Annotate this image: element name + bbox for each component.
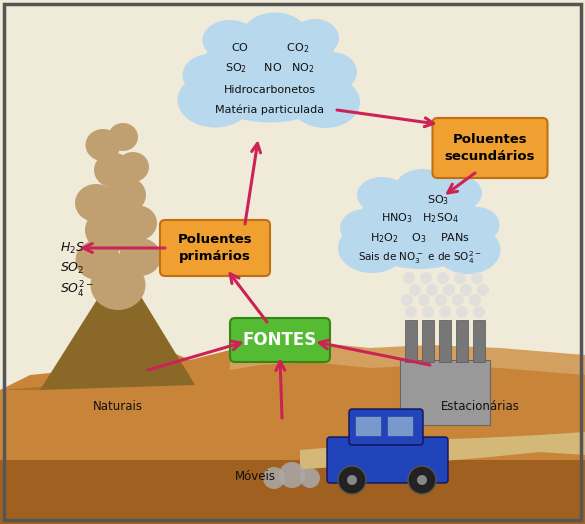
Ellipse shape	[205, 58, 335, 123]
Ellipse shape	[357, 177, 407, 213]
Ellipse shape	[117, 152, 149, 182]
Circle shape	[456, 306, 468, 318]
Ellipse shape	[75, 184, 117, 222]
Ellipse shape	[438, 176, 482, 210]
Bar	[439, 320, 451, 362]
FancyBboxPatch shape	[349, 409, 423, 445]
Ellipse shape	[75, 240, 121, 280]
Circle shape	[454, 272, 466, 284]
Ellipse shape	[106, 177, 146, 213]
Bar	[456, 320, 468, 362]
Ellipse shape	[455, 207, 500, 243]
FancyBboxPatch shape	[432, 118, 548, 178]
Circle shape	[437, 272, 449, 284]
Ellipse shape	[119, 205, 157, 241]
Polygon shape	[230, 342, 585, 375]
Ellipse shape	[85, 208, 135, 253]
Ellipse shape	[183, 54, 238, 96]
Circle shape	[460, 284, 472, 296]
Ellipse shape	[291, 19, 339, 57]
Circle shape	[409, 284, 421, 296]
Text: Poluentes
primários: Poluentes primários	[178, 233, 252, 263]
Text: SO$_3$: SO$_3$	[427, 193, 449, 207]
Ellipse shape	[177, 72, 253, 127]
Ellipse shape	[91, 260, 146, 310]
Circle shape	[417, 475, 427, 485]
FancyBboxPatch shape	[230, 318, 330, 362]
Text: Hidrocarbonetos: Hidrocarbonetos	[224, 85, 316, 95]
Ellipse shape	[363, 211, 477, 269]
Text: $SO_4^{2-}$: $SO_4^{2-}$	[60, 280, 94, 300]
Text: $H_2S$: $H_2S$	[60, 241, 85, 256]
FancyBboxPatch shape	[160, 220, 270, 276]
Circle shape	[420, 272, 432, 284]
Text: $SO_2$: $SO_2$	[60, 260, 84, 276]
Ellipse shape	[108, 123, 138, 151]
Text: Poluentes
secundários: Poluentes secundários	[445, 133, 535, 163]
Circle shape	[405, 306, 417, 318]
Ellipse shape	[94, 152, 132, 188]
Text: HNO$_3$   H$_2$SO$_4$: HNO$_3$ H$_2$SO$_4$	[381, 211, 459, 225]
Ellipse shape	[307, 52, 357, 92]
Text: Estacionárias: Estacionárias	[441, 400, 519, 413]
Text: SO$_2$     NO   NO$_2$: SO$_2$ NO NO$_2$	[225, 61, 315, 75]
Circle shape	[263, 467, 285, 489]
Circle shape	[452, 294, 464, 306]
Bar	[355, 416, 381, 436]
Ellipse shape	[202, 20, 257, 60]
Circle shape	[435, 294, 447, 306]
Ellipse shape	[119, 238, 161, 276]
Circle shape	[401, 294, 413, 306]
Circle shape	[408, 466, 436, 494]
Bar	[422, 320, 434, 362]
Ellipse shape	[362, 188, 434, 236]
Text: Naturais: Naturais	[93, 400, 143, 413]
Polygon shape	[0, 340, 190, 390]
Ellipse shape	[435, 226, 501, 274]
Ellipse shape	[394, 169, 452, 211]
Text: Matéria particulada: Matéria particulada	[215, 105, 325, 115]
Polygon shape	[0, 345, 585, 524]
Bar	[473, 320, 485, 362]
Ellipse shape	[414, 188, 476, 232]
Circle shape	[477, 284, 489, 296]
Bar	[400, 360, 490, 425]
Text: H$_2$O$_2$    O$_3$    PANs: H$_2$O$_2$ O$_3$ PANs	[370, 231, 470, 245]
Polygon shape	[0, 460, 585, 524]
Circle shape	[279, 462, 305, 488]
Ellipse shape	[205, 34, 285, 86]
Text: Sais de NO$_3^-$ e de SO$_4^{2-}$: Sais de NO$_3^-$ e de SO$_4^{2-}$	[358, 249, 481, 266]
Circle shape	[473, 306, 485, 318]
Ellipse shape	[265, 34, 335, 82]
Text: Móveis: Móveis	[235, 470, 276, 483]
Circle shape	[338, 466, 366, 494]
FancyBboxPatch shape	[327, 437, 448, 483]
Circle shape	[403, 272, 415, 284]
Circle shape	[443, 284, 455, 296]
Ellipse shape	[290, 76, 360, 128]
Circle shape	[439, 306, 451, 318]
Bar	[387, 416, 413, 436]
Polygon shape	[40, 285, 195, 390]
Polygon shape	[300, 432, 585, 470]
Circle shape	[426, 284, 438, 296]
Ellipse shape	[338, 223, 406, 273]
Ellipse shape	[85, 129, 121, 161]
Ellipse shape	[243, 13, 308, 58]
Circle shape	[418, 294, 430, 306]
Circle shape	[300, 468, 320, 488]
Text: FONTES: FONTES	[243, 331, 317, 349]
Ellipse shape	[340, 209, 390, 247]
Text: CO           CO$_2$: CO CO$_2$	[231, 41, 309, 55]
Circle shape	[422, 306, 434, 318]
Bar	[405, 320, 417, 362]
Circle shape	[469, 294, 481, 306]
Circle shape	[471, 272, 483, 284]
Circle shape	[347, 475, 357, 485]
